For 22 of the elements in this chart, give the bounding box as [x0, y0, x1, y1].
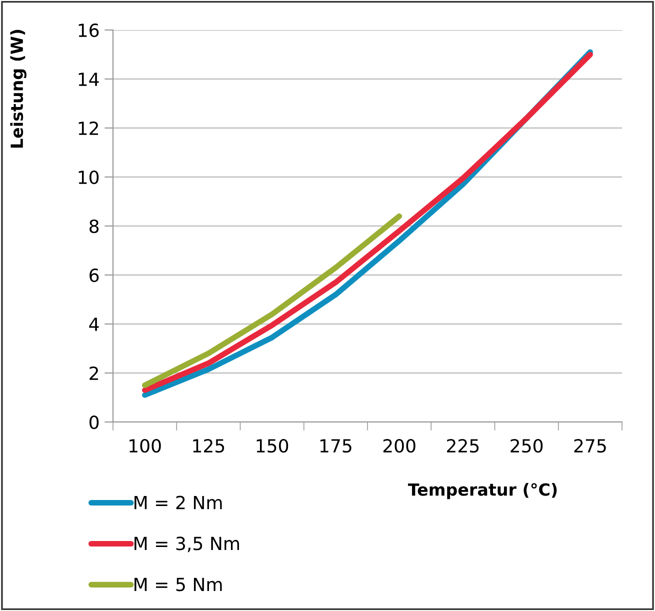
x-tick-label: 125: [193, 438, 224, 453]
x-tick-label: 275: [574, 438, 606, 453]
y-tick-label: 6: [90, 268, 99, 282]
legend-label: M = 2 Nm: [134, 496, 222, 510]
y-tick-label: 16: [78, 23, 99, 38]
y-tick-label: 12: [78, 121, 98, 135]
x-tick-label: 200: [383, 438, 416, 453]
x-tick-label: 225: [447, 438, 479, 453]
y-tick-label: 2: [90, 366, 98, 380]
y-tick-label: 10: [78, 170, 99, 184]
y-tick-label: 8: [90, 219, 99, 234]
y-axis-title: Leistung (W): [10, 30, 26, 148]
legend-label: M = 5 Nm: [134, 578, 222, 592]
x-tick-label: 175: [320, 439, 352, 453]
legend-label: M = 3,5 Nm: [134, 536, 239, 552]
x-axis-title: Temperatur (°C): [408, 482, 557, 500]
x-tick-label: 250: [510, 438, 543, 453]
x-tick-label: 100: [130, 438, 161, 453]
y-tick-label: 4: [89, 318, 99, 331]
y-tick-label: 14: [78, 72, 99, 86]
x-tick-label: 150: [256, 438, 288, 453]
y-tick-label: 0: [90, 415, 99, 430]
